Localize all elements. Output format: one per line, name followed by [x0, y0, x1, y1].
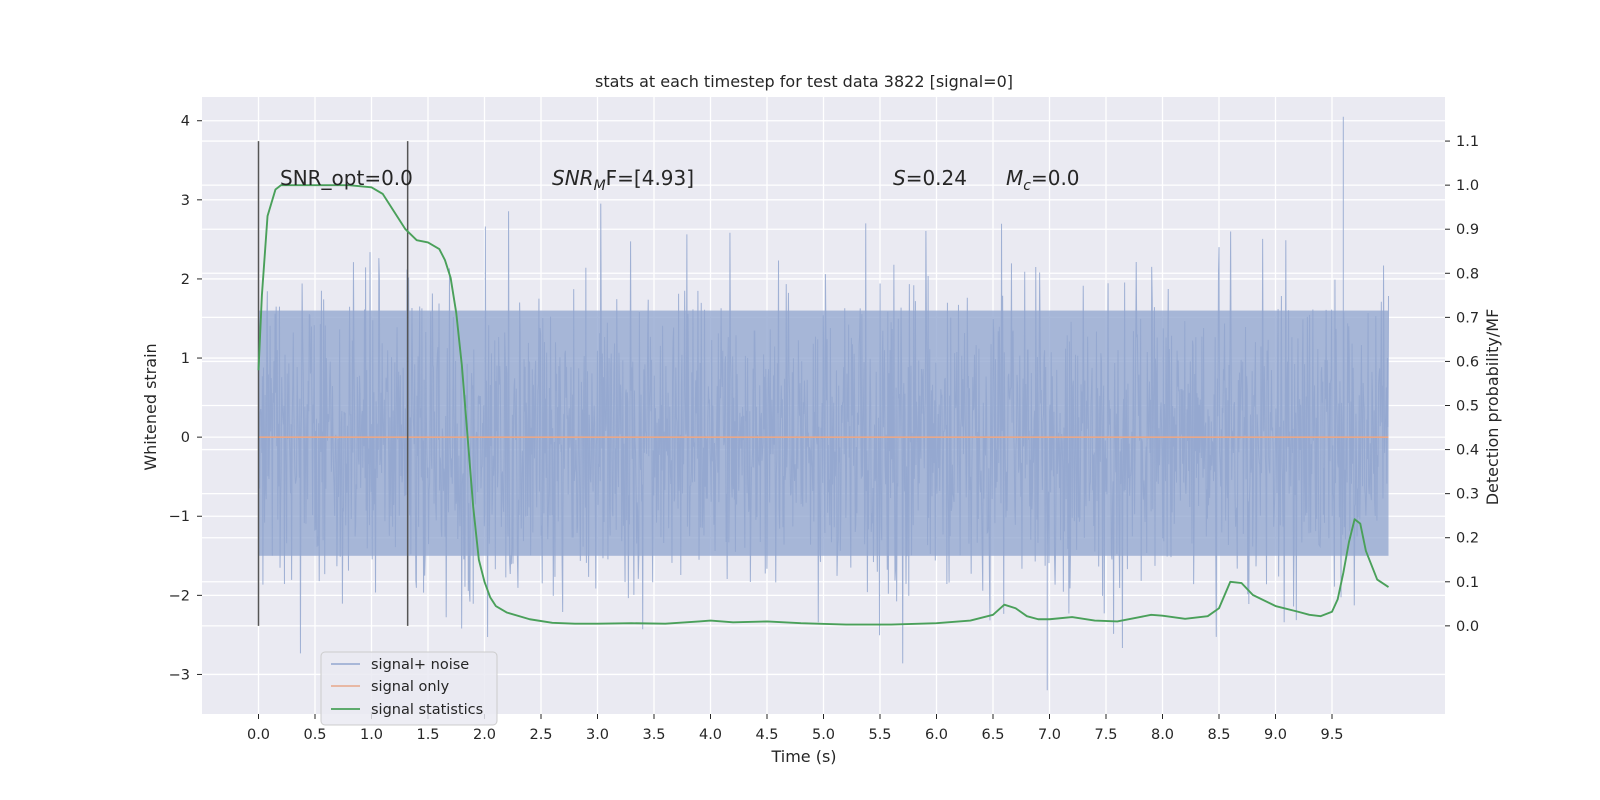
x-tick-label: 9.5	[1320, 727, 1343, 743]
x-tick-label: 8.5	[1207, 727, 1230, 743]
y-right-tick-label: 0.8	[1456, 266, 1479, 282]
y-right-tick-label: 0.7	[1456, 310, 1479, 326]
y-right-tick-label: 0.1	[1456, 575, 1479, 591]
y-left-tick-label: 2	[181, 272, 190, 288]
x-tick-label: 6.5	[981, 727, 1004, 743]
x-tick-label: 7.5	[1094, 727, 1117, 743]
legend: signal+ noise signal only signal statist…	[320, 651, 498, 726]
y-left-tick-label: −1	[169, 509, 190, 525]
marker-lines	[257, 141, 409, 626]
x-tick-label: 8.0	[1151, 727, 1174, 743]
x-tick-label: 5.5	[868, 727, 891, 743]
y-right-tick-label: 1.1	[1456, 134, 1479, 150]
x-tick-label: 2.0	[473, 727, 496, 743]
x-tick-label: 7.0	[1038, 727, 1061, 743]
mc-annotation: Mc=0.0	[1006, 166, 1080, 194]
snr-mf-annotation: SNRMF=[4.93]	[552, 166, 694, 194]
y-left-tick-label: −2	[169, 588, 190, 604]
x-tick-label: 4.0	[699, 727, 722, 743]
x-tick-label: 6.0	[925, 727, 948, 743]
x-tick-label: 5.0	[812, 727, 835, 743]
y-right-tick-label: 0.4	[1456, 443, 1479, 459]
legend-label-signal-statistics: signal statistics	[371, 702, 483, 718]
snr-mf-value: F=[4.93]	[606, 166, 694, 190]
y-right-axis-label: Detection probability/MF	[1483, 309, 1502, 506]
x-tick-label: 3.5	[642, 727, 665, 743]
y-right-tick-label: 0.2	[1456, 531, 1479, 547]
mc-value: =0.0	[1031, 166, 1080, 190]
x-tick-label: 9.0	[1264, 727, 1287, 743]
y-right-tick-label: 0.6	[1456, 354, 1479, 370]
y-left-tick-label: 1	[181, 351, 190, 367]
x-tick-label: 0.0	[247, 727, 270, 743]
signal-statistics-line	[257, 184, 1390, 626]
x-axis-label: Time (s)	[770, 747, 836, 766]
mc-symbol: M	[1006, 166, 1023, 190]
legend-label-signal-noise: signal+ noise	[371, 657, 469, 673]
mc-subscript: c	[1023, 178, 1031, 194]
y-right-tick-label: 0.3	[1456, 487, 1479, 503]
y-left-axis-label: Whitened strain	[141, 343, 160, 470]
x-tick-label: 0.5	[303, 727, 326, 743]
x-tick-label: 2.5	[529, 727, 552, 743]
chart-title: stats at each timestep for test data 382…	[595, 72, 1013, 91]
s-annotation: S=0.24	[893, 166, 967, 190]
x-axis-ticks: 0.0 0.5 1.0 1.5 2.0 2.5 3.0 3.5 4.0 4.5 5.0 5.5 6.0 6…	[247, 714, 1344, 743]
signal-noise-series	[258, 116, 1389, 691]
y-right-tick-label: 0.9	[1456, 222, 1479, 238]
legend-label-signal-only: signal only	[371, 679, 450, 695]
noise-trace	[258, 116, 1389, 691]
x-tick-label: 1.0	[360, 727, 383, 743]
y-right-axis-ticks: 1.1 1.0 0.9 0.8 0.7 0.6 0.5 0.4 0.3 0.2 0.1 0.0	[1445, 134, 1479, 635]
legend-box	[320, 651, 498, 726]
y-right-tick-label: 0.5	[1456, 399, 1479, 415]
snr-mf-symbol: SNR	[552, 166, 594, 190]
s-symbol: S	[893, 166, 906, 190]
signal-statistics-series	[257, 184, 1390, 626]
x-tick-label: 4.5	[755, 727, 778, 743]
s-value: =0.24	[906, 166, 967, 190]
x-tick-label: 1.5	[416, 727, 439, 743]
y-left-tick-label: −3	[169, 667, 190, 683]
y-right-tick-label: 0.0	[1456, 619, 1479, 635]
x-tick-label: 3.0	[586, 727, 609, 743]
y-right-tick-label: 1.0	[1456, 178, 1479, 194]
y-left-axis-ticks: 4 3 2 1 0 −1 −2 −3	[169, 114, 202, 683]
snr-opt-annotation: SNR_opt=0.0	[280, 166, 413, 190]
y-left-tick-label: 4	[181, 114, 190, 130]
y-left-tick-label: 3	[181, 193, 190, 209]
y-left-tick-label: 0	[181, 430, 190, 446]
snr-mf-subscript: M	[594, 178, 606, 194]
